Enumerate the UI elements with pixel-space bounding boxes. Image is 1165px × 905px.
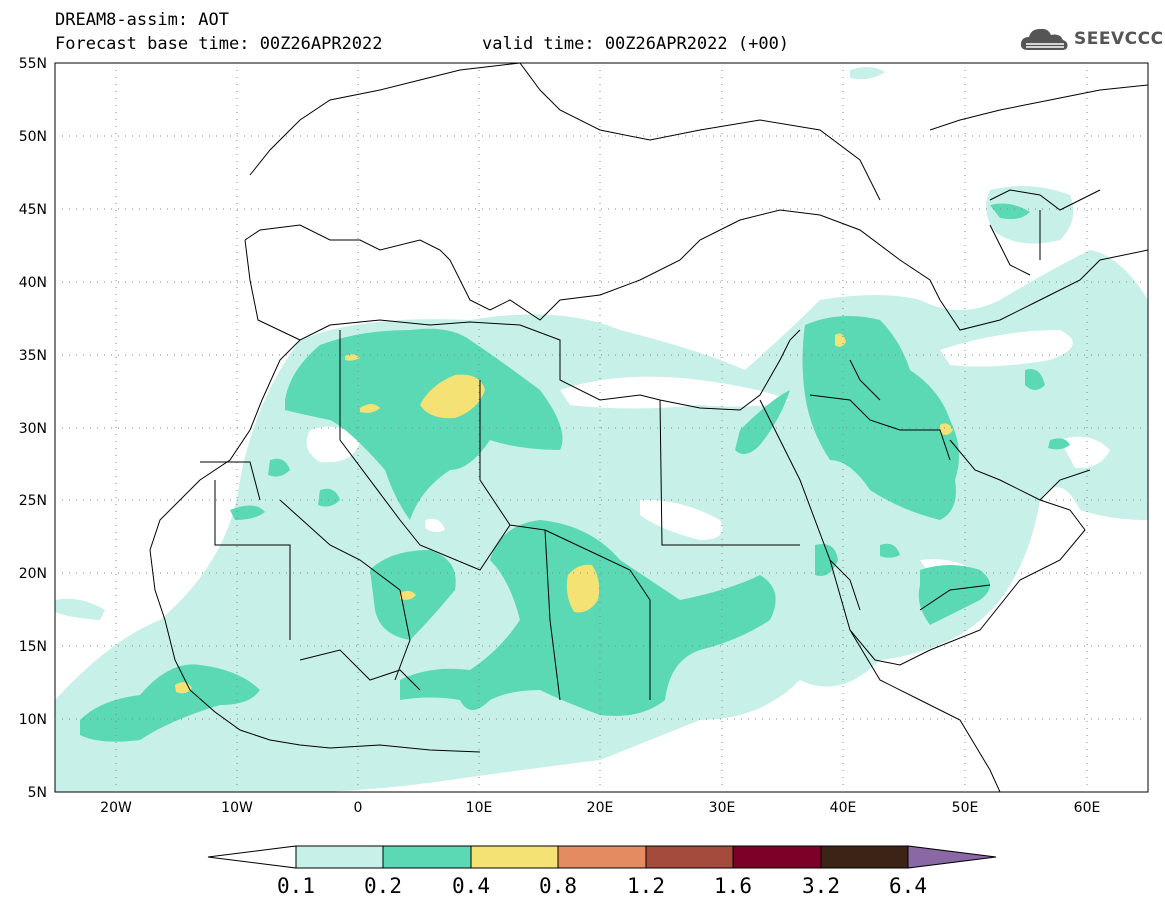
forecast-base-time: Forecast base time: 00Z26APR2022: [55, 34, 383, 54]
colorbar-label: 0.8: [539, 874, 577, 898]
lat-label: 45N: [19, 202, 47, 218]
colorbar-segment: [907, 845, 997, 869]
colorbar: [207, 845, 997, 869]
valid-time: valid time: 00Z26APR2022 (+00): [482, 34, 790, 54]
lat-label: 15N: [19, 639, 47, 655]
cloud-icon: [1020, 28, 1068, 50]
aot-field: [55, 66, 1148, 792]
colorbar-label: 3.2: [802, 874, 840, 898]
lon-label: 40E: [830, 800, 857, 816]
lon-label: 20W: [100, 800, 132, 816]
lat-label: 5N: [28, 785, 47, 801]
lon-label: 50E: [952, 800, 979, 816]
colorbar-labels: 0.1 0.2 0.4 0.8 1.2 1.6 3.2 6.4: [277, 874, 927, 898]
colorbar-segment: [557, 845, 647, 869]
colorbar-label: 0.2: [364, 874, 402, 898]
lat-label: 30N: [19, 421, 47, 437]
lat-label: 55N: [19, 56, 47, 72]
colorbar-segment: [732, 845, 822, 869]
colorbar-label: 6.4: [889, 874, 927, 898]
lon-label: 10E: [466, 800, 493, 816]
map-title: DREAM8-assim: AOT: [55, 10, 229, 30]
colorbar-segment: [645, 845, 734, 869]
coastlines-borders: [149, 63, 1148, 792]
colorbar-segment: [820, 845, 909, 869]
latitude-labels: 55N 50N 45N 40N 35N 30N 25N 20N 15N 10N …: [19, 56, 47, 801]
colorbar-label: 0.1: [277, 874, 315, 898]
lon-label: 30E: [709, 800, 736, 816]
colorbar-segment: [382, 845, 472, 869]
lon-label: 20E: [587, 800, 614, 816]
colorbar-label: 1.6: [714, 874, 752, 898]
colorbar-segment: [470, 845, 559, 869]
lat-label: 20N: [19, 566, 47, 582]
graticule: [55, 63, 1148, 792]
lat-label: 10N: [19, 712, 47, 728]
lat-label: 40N: [19, 275, 47, 291]
longitude-labels: 20W 10W 0 10E 20E 30E 40E 50E 60E: [100, 800, 1100, 816]
lat-label: 50N: [19, 129, 47, 145]
colorbar-label: 1.2: [627, 874, 665, 898]
colorbar-segment: [207, 845, 297, 869]
colorbar-segment: [295, 845, 384, 869]
lon-label: 10W: [221, 800, 253, 816]
lon-label: 60E: [1074, 800, 1101, 816]
colorbar-label: 0.4: [452, 874, 490, 898]
logo-text: SEEVCCC: [1074, 29, 1164, 49]
lat-label: 25N: [19, 493, 47, 509]
lat-label: 35N: [19, 348, 47, 364]
lon-label: 0: [354, 800, 363, 816]
aot-band-0.4-0.8: [175, 333, 953, 694]
seevccc-logo: SEEVCCC: [1018, 24, 1164, 54]
